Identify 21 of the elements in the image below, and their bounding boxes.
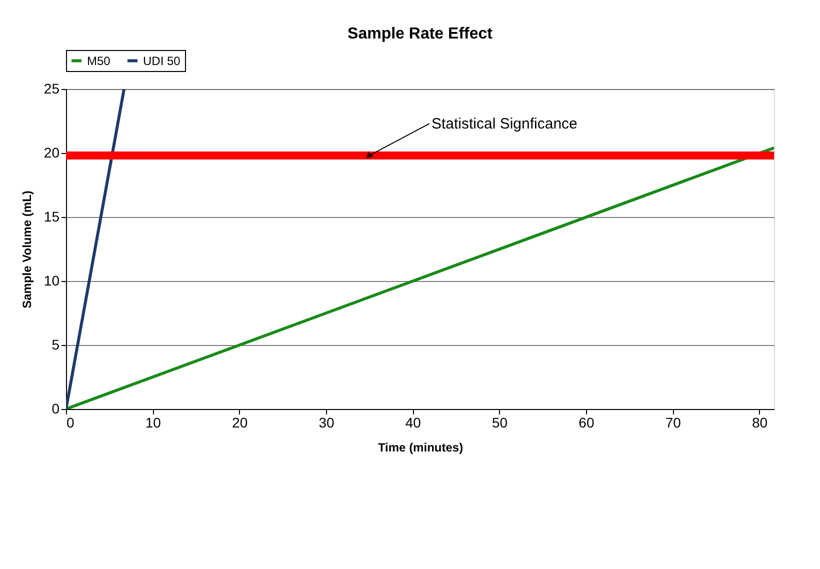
- x-tick-label: 20: [232, 414, 248, 430]
- x-tick-label: 0: [66, 414, 74, 430]
- x-tick-label: 60: [578, 414, 594, 430]
- x-tick-label: 40: [405, 414, 422, 430]
- legend-label: M50: [87, 54, 111, 68]
- x-axis-title: Time (minutes): [378, 440, 464, 454]
- y-tick-label: 25: [44, 80, 60, 96]
- legend-label: UDI 50: [143, 54, 181, 68]
- y-axis-title: Sample Volume (mL): [20, 190, 34, 308]
- y-tick-label: 15: [44, 208, 60, 224]
- y-tick-label: 0: [52, 400, 60, 416]
- y-tick-label: 20: [44, 144, 60, 160]
- chart-title: Sample Rate Effect: [348, 26, 494, 42]
- x-tick-label: 80: [752, 414, 768, 430]
- y-tick-label: 10: [44, 272, 60, 288]
- y-tick-label: 5: [52, 336, 60, 352]
- x-tick-label: 50: [492, 414, 508, 430]
- x-tick-label: 10: [145, 414, 162, 430]
- annotation: Statistical Signficance: [431, 116, 578, 133]
- x-tick-label: 30: [318, 414, 334, 430]
- x-tick-label: 70: [665, 414, 682, 430]
